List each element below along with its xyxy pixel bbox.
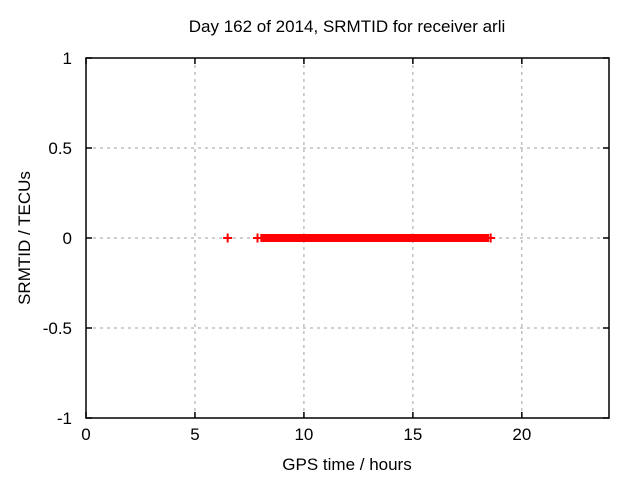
y-axis-label: SRMTID / TECUs bbox=[15, 171, 34, 305]
label-layer: Day 162 of 2014, SRMTID for receiver arl… bbox=[15, 17, 505, 474]
x-tick-label-0: 0 bbox=[81, 425, 90, 444]
data-point-plus bbox=[223, 233, 233, 243]
data-series-layer bbox=[223, 233, 496, 243]
chart-title: Day 162 of 2014, SRMTID for receiver arl… bbox=[189, 17, 506, 36]
x-tick-label-10: 10 bbox=[294, 425, 313, 444]
data-dense-run bbox=[260, 234, 490, 242]
x-tick-label-5: 5 bbox=[190, 425, 199, 444]
axis-layer: 0 5 10 15 20 1 0.5 0 -0.5 -1 bbox=[43, 49, 610, 444]
y-tick-label-1: 1 bbox=[63, 49, 72, 68]
y-tick-label-0.5: 0.5 bbox=[48, 139, 72, 158]
x-tick-label-15: 15 bbox=[403, 425, 422, 444]
y-tick-label-0: 0 bbox=[63, 229, 72, 248]
x-tick-label-20: 20 bbox=[512, 425, 531, 444]
x-axis-label: GPS time / hours bbox=[282, 455, 411, 474]
y-tick-label--0.5: -0.5 bbox=[43, 319, 72, 338]
y-tick-label--1: -1 bbox=[57, 409, 72, 428]
